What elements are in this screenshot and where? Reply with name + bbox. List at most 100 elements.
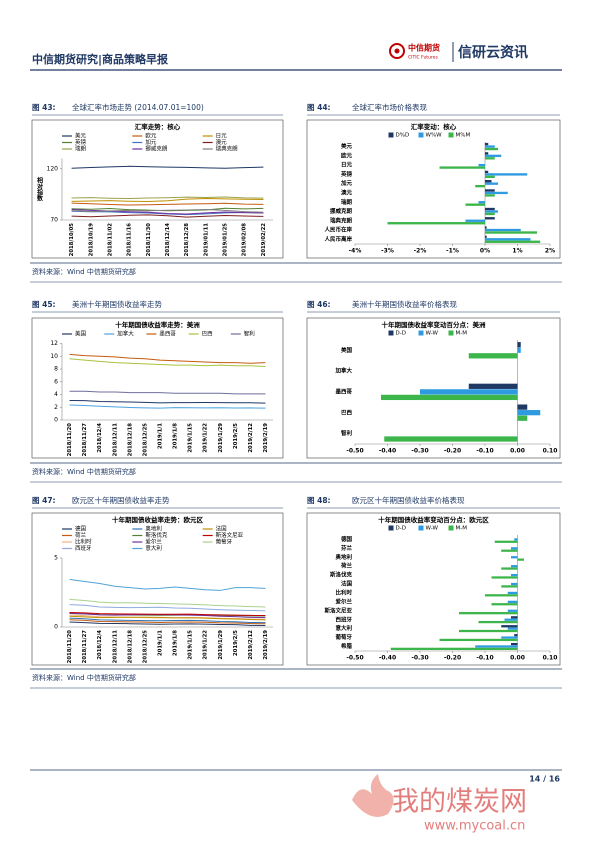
bar	[501, 625, 518, 628]
series-line	[71, 197, 264, 202]
x-tick-label: -0.30	[411, 655, 428, 662]
x-tick-label: 2019/2/12	[248, 423, 254, 453]
figure-label: 图 45:	[32, 300, 56, 309]
bar	[494, 540, 518, 543]
series-line	[69, 390, 266, 395]
bar	[478, 163, 485, 167]
source-note: 资料来源：Wind 中信期货研究部	[32, 467, 136, 476]
x-tick-label: 2018/12/25	[142, 630, 148, 664]
bar	[390, 647, 518, 650]
bar	[514, 634, 518, 637]
bar	[485, 240, 541, 243]
legend-label: 英镑	[75, 138, 87, 146]
bar	[387, 222, 485, 225]
bar	[478, 201, 485, 204]
y-tick-label: 0	[54, 417, 58, 424]
legend-label: 欧元	[145, 132, 157, 140]
bar	[485, 173, 528, 176]
bar	[485, 152, 489, 155]
x-tick-label: -3%	[381, 248, 394, 255]
series-line	[69, 615, 266, 621]
category-label: 德国	[340, 535, 353, 543]
x-tick-label: -0.30	[411, 448, 428, 455]
figure-title: 美洲十年期国债收益率走势	[72, 299, 162, 309]
legend-label: 德国	[75, 525, 87, 533]
legend-label: W-W	[426, 331, 439, 337]
source-note: 资料来源：Wind 中信期货研究部	[32, 673, 136, 682]
x-tick-label: 2018/11/27	[82, 423, 88, 457]
bar	[511, 582, 518, 586]
legend-label: 美国	[75, 330, 87, 338]
legend-swatch	[388, 330, 394, 336]
category-label: 欧元	[341, 151, 353, 159]
x-tick-label: 0.00	[510, 448, 525, 455]
legend-label: M-M	[456, 526, 468, 532]
category-label: 斯洛伐克	[330, 571, 353, 579]
x-tick-label: 0%	[480, 248, 490, 255]
y-tick-label: 120	[47, 165, 59, 172]
bar	[517, 558, 524, 561]
y-tick-label: 4	[54, 391, 58, 398]
y-tick-label: 6	[54, 378, 58, 385]
chart-frame	[31, 317, 284, 459]
x-tick-label: 2018/10/19	[88, 223, 94, 257]
x-tick-label: 2019/1/15	[188, 630, 194, 660]
source-note: 资料来源：Wind 中信期货研究部	[32, 267, 136, 276]
y-tick-label: 70	[50, 217, 58, 224]
x-tick-label: 2018/11/27	[82, 630, 88, 664]
y-tick-label: 0	[54, 624, 58, 631]
bar	[459, 612, 518, 615]
bar	[501, 636, 518, 639]
series-line	[71, 165, 264, 169]
bar	[485, 217, 495, 220]
x-tick-label: -0.20	[444, 655, 461, 662]
watermark-url: www.mycoal.cn	[424, 819, 525, 834]
legend-label: W%W	[426, 133, 443, 139]
category-label: 法国	[341, 580, 353, 588]
category-label: 瑞典克朗	[330, 216, 353, 224]
watermark-flame	[352, 774, 394, 817]
figure-title: 全球汇率市场走势 (2014.07.01=100)	[72, 102, 204, 112]
legend-label: 爱尔兰	[145, 538, 162, 546]
watermark-name: 我的煤炭网	[392, 787, 527, 818]
bar	[517, 415, 528, 421]
category-label: 巴西	[341, 408, 353, 416]
bar	[485, 170, 489, 174]
legend-label: 法国	[216, 525, 228, 533]
series-line	[69, 617, 266, 624]
bar	[485, 194, 495, 197]
category-label: 奥地利	[335, 553, 352, 561]
chart-frame	[31, 512, 284, 666]
x-tick-label: 2019/2/19	[263, 630, 269, 660]
header-title: 中信期货研究|商品策略早报	[32, 52, 169, 66]
y-tick-label: 5	[54, 555, 58, 562]
category-label: 芬兰	[340, 544, 353, 552]
legend-label: M%M	[456, 133, 471, 139]
logo-en: CITIC Futures	[408, 55, 438, 61]
x-tick-label: -0.40	[379, 448, 396, 455]
legend-label: 加元	[145, 138, 157, 146]
category-label: 澳元	[341, 189, 353, 197]
x-tick-label: 2019/1/29	[218, 630, 224, 660]
x-tick-label: 2019/1/1	[157, 630, 163, 656]
bar	[485, 235, 487, 239]
chart-frame	[306, 119, 561, 259]
legend-swatch	[448, 330, 454, 336]
bar	[485, 182, 498, 185]
series-line	[71, 209, 264, 213]
series-line	[69, 621, 266, 626]
series-line	[69, 404, 266, 409]
bar	[485, 157, 495, 160]
x-tick-label: 2019/02/22	[261, 223, 267, 257]
figure-label: 图 43:	[32, 103, 56, 112]
legend-swatch	[448, 132, 454, 138]
bar	[504, 618, 518, 621]
y-tick-label: 2	[54, 404, 58, 411]
series-line	[69, 399, 266, 404]
x-tick-label: 2018/11/02	[107, 223, 113, 257]
legend-label: 斯洛伐克	[145, 531, 168, 539]
series-line	[69, 619, 266, 625]
series-line	[71, 202, 264, 206]
bar	[517, 410, 541, 416]
